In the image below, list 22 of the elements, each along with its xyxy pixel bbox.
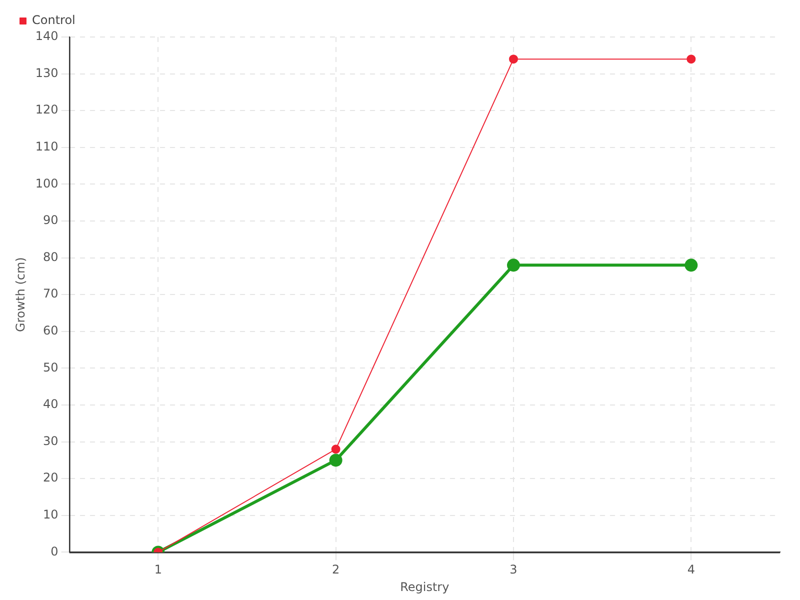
x-tick-label: 1 <box>154 562 162 577</box>
y-tick-label: 40 <box>43 397 58 412</box>
y-tick-label: 0 <box>50 544 58 558</box>
x-axis-title: Registry <box>400 580 450 594</box>
x-tick-label: 4 <box>687 562 695 577</box>
y-tick-label: 100 <box>35 176 58 190</box>
y-tick-label: 50 <box>43 360 58 374</box>
y-tick-label: 70 <box>43 286 58 301</box>
y-tick-label: 10 <box>43 508 58 522</box>
y-tick-label: 80 <box>43 250 58 264</box>
y-tick-label: 130 <box>35 66 58 80</box>
y-tick-label: 110 <box>35 140 58 154</box>
y-tick-label: 20 <box>43 470 58 485</box>
y-tick-label: 30 <box>43 434 58 448</box>
y-axis-title: Growth (cm) <box>13 257 28 332</box>
x-tick-label: 3 <box>510 562 518 577</box>
y-tick-label: 140 <box>35 29 58 44</box>
x-tick-label: 2 <box>332 562 340 577</box>
y-tick-label: 120 <box>35 102 58 117</box>
legend-label: Control <box>32 13 76 28</box>
y-tick-label: 60 <box>43 324 58 338</box>
y-tick-label: 90 <box>43 213 58 228</box>
